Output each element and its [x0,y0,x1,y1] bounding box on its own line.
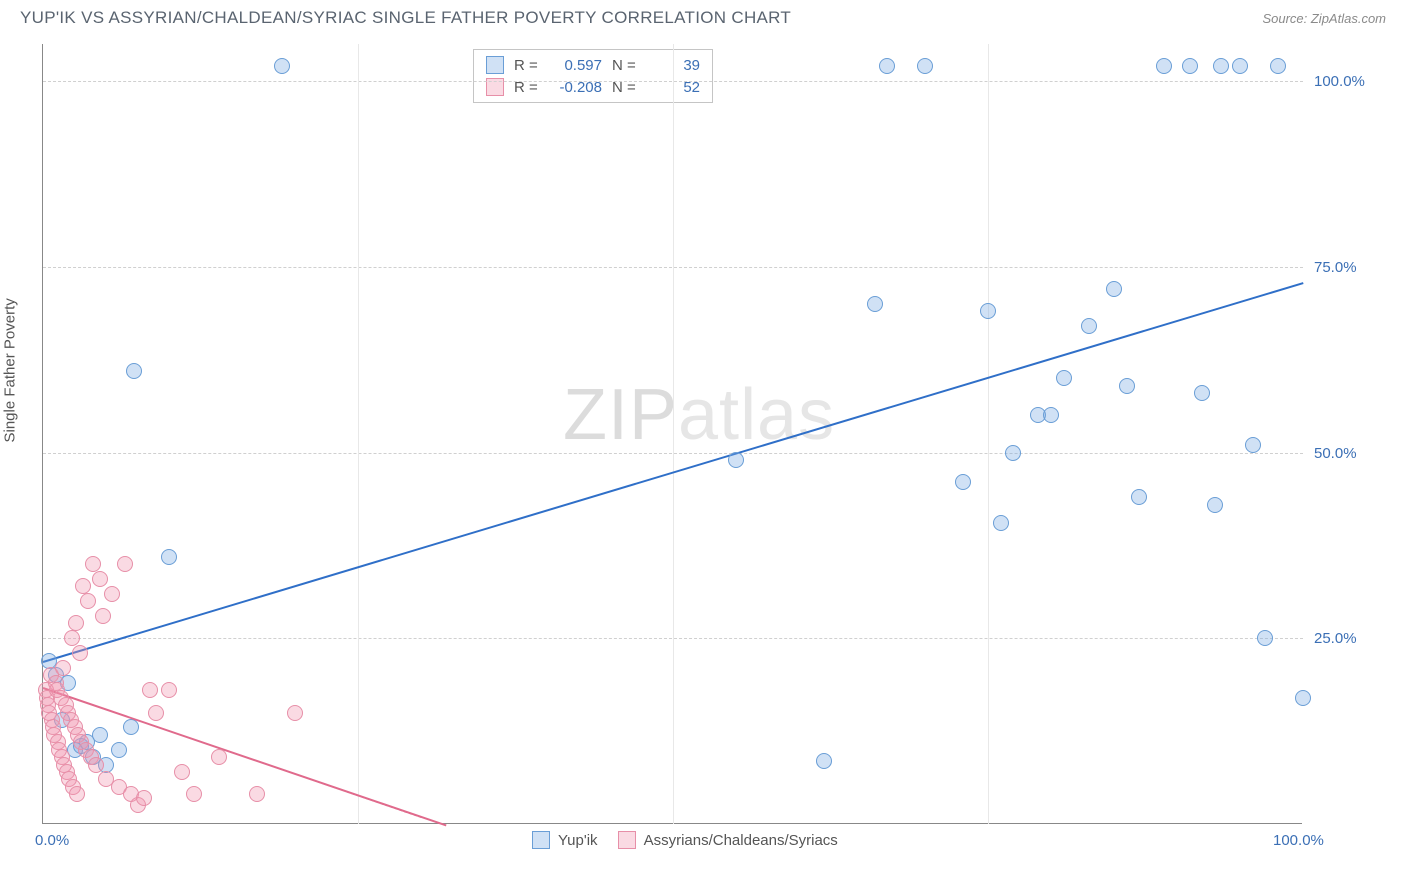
data-point [1156,58,1172,74]
data-point [1182,58,1198,74]
gridline-v [988,44,989,824]
gridline-v [358,44,359,824]
stats-r-value: 0.597 [552,57,602,74]
data-point [816,753,832,769]
trend-line-dashed [270,765,422,818]
data-point [111,742,127,758]
x-tick-label: 0.0% [35,832,69,849]
stats-row: R =-0.208N =52 [486,76,700,98]
plot-area: ZIPatlas R =0.597N =39R =-0.208N =52 25.… [42,44,1302,824]
data-point [1056,370,1072,386]
data-point [95,608,111,624]
data-point [64,630,80,646]
legend-label: Assyrians/Chaldeans/Syriacs [644,832,838,849]
data-point [148,705,164,721]
data-point [55,660,71,676]
data-point [88,757,104,773]
data-point [1245,437,1261,453]
legend-swatch [486,56,504,74]
y-tick-label: 100.0% [1314,73,1374,90]
data-point [1005,445,1021,461]
data-point [85,556,101,572]
data-point [72,645,88,661]
data-point [68,615,84,631]
y-tick-label: 25.0% [1314,630,1374,647]
data-point [917,58,933,74]
watermark-zip: ZIP [563,375,678,455]
legend-swatch [532,831,550,849]
data-point [174,764,190,780]
data-point [1119,378,1135,394]
y-tick-label: 75.0% [1314,259,1374,276]
stats-row: R = 0.597 N = 39 [486,54,700,76]
data-point [1295,690,1311,706]
legend-swatch [618,831,636,849]
data-point [104,586,120,602]
data-point [211,749,227,765]
data-point [1106,281,1122,297]
stats-n-label: N = [612,57,640,74]
data-point [123,719,139,735]
watermark: ZIPatlas [563,374,835,456]
data-point [287,705,303,721]
y-tick-label: 50.0% [1314,445,1374,462]
legend-label: Yup'ik [558,832,598,849]
data-point [993,515,1009,531]
data-point [1270,58,1286,74]
data-point [980,303,996,319]
legend-item: Assyrians/Chaldeans/Syriacs [618,831,838,849]
gridline-v [673,44,674,824]
stats-n-value: 39 [650,57,700,74]
y-axis-label: Single Father Poverty [2,298,19,442]
data-point [117,556,133,572]
data-point [879,58,895,74]
chart-title: YUP'IK VS ASSYRIAN/CHALDEAN/SYRIAC SINGL… [20,8,791,28]
data-point [92,727,108,743]
data-point [1081,318,1097,334]
data-point [186,786,202,802]
data-point [249,786,265,802]
chart-container: Single Father Poverty ZIPatlas R =0.597N… [42,44,1382,844]
data-point [1194,385,1210,401]
data-point [867,296,883,312]
data-point [69,786,85,802]
stats-r-label: R = [514,57,542,74]
data-point [126,363,142,379]
data-point [136,790,152,806]
x-tick-label: 100.0% [1273,832,1324,849]
data-point [1043,407,1059,423]
data-point [274,58,290,74]
data-point [728,452,744,468]
watermark-atlas: atlas [678,375,835,455]
data-point [955,474,971,490]
data-point [161,682,177,698]
data-point [1232,58,1248,74]
data-point [1213,58,1229,74]
data-point [92,571,108,587]
legend-item: Yup'ik [532,831,598,849]
data-point [75,578,91,594]
stats-box: R = 0.597 N = 39 R =-0.208N =52 [473,49,713,103]
data-point [1131,489,1147,505]
data-point [142,682,158,698]
source-attribution: Source: ZipAtlas.com [1262,11,1386,26]
data-point [161,549,177,565]
data-point [80,593,96,609]
data-point [1207,497,1223,513]
data-point [1257,630,1273,646]
series-legend: Yup'ik Assyrians/Chaldeans/Syriacs [532,831,838,849]
